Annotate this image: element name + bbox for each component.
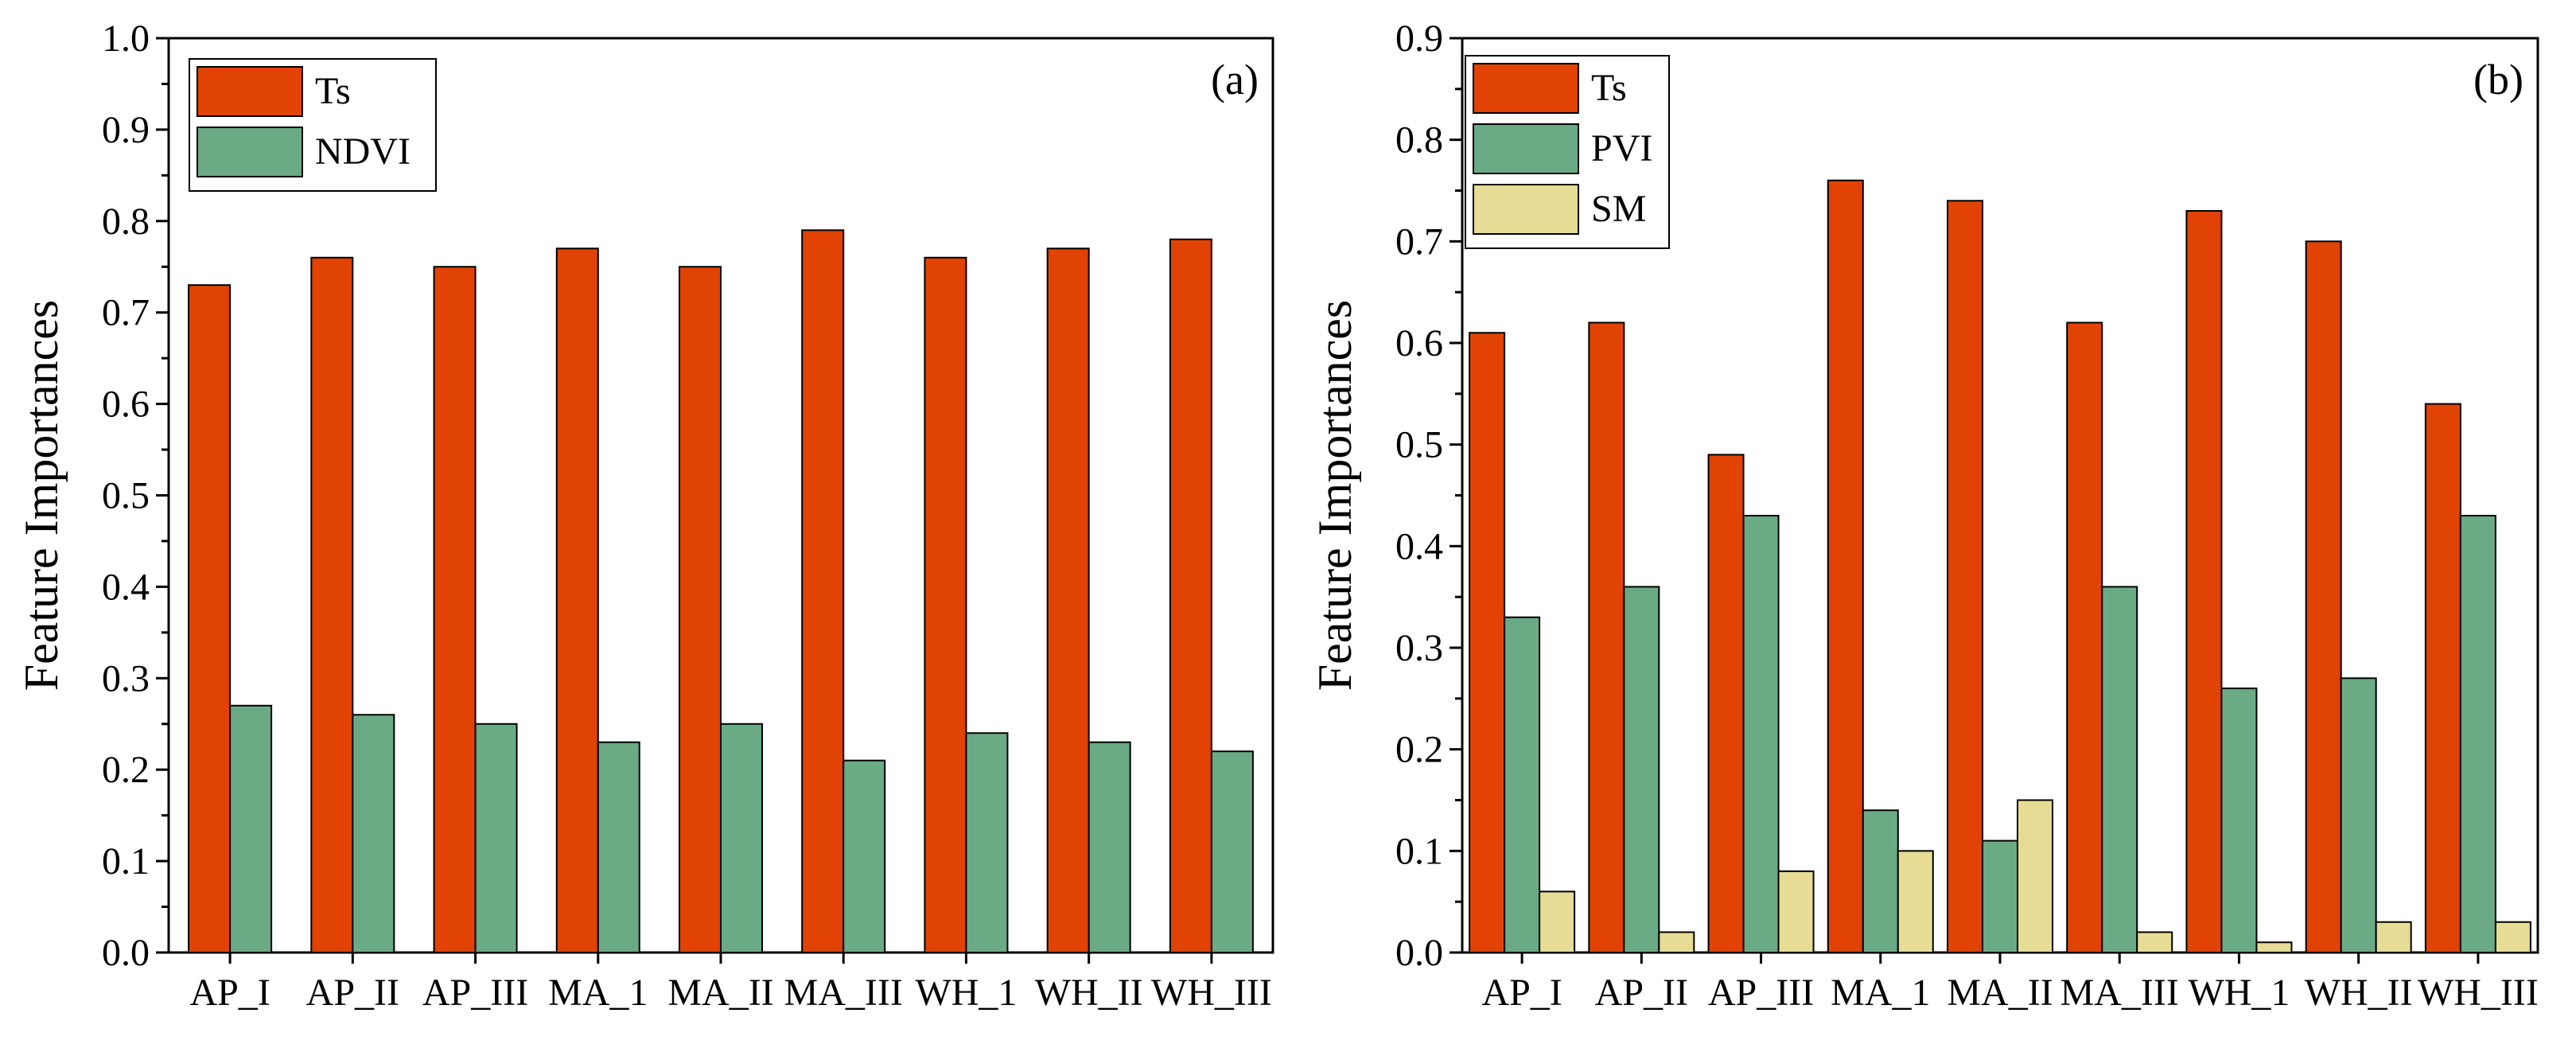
bar-pvi-ma_iii: [2101, 586, 2138, 954]
bar-ts-ma_iii: [801, 229, 845, 954]
bar-ndvi-wh_1: [965, 732, 1009, 953]
x-tick-label: AP_III: [422, 972, 528, 1014]
y-tick-label: 0.9: [102, 109, 150, 151]
legend-label-pvi: PVI: [1591, 127, 1652, 169]
y-tick-label: 0.2: [1395, 729, 1443, 771]
bar-ts-ap_i: [1469, 332, 1506, 953]
bar-ndvi-wh_iii: [1210, 750, 1254, 953]
x-tick-label: MA_II: [667, 972, 773, 1014]
bar-pvi-ap_ii: [1623, 586, 1660, 954]
x-tick-label: WH_II: [2305, 972, 2413, 1014]
bar-ts-ma_ii: [679, 266, 722, 953]
y-tick-label: 0.4: [102, 566, 150, 608]
y-tick-label: 0.8: [102, 201, 150, 243]
y-tick-label: 0.7: [1395, 220, 1443, 263]
bar-ts-ap_ii: [1588, 321, 1625, 953]
x-tick-label: MA_II: [1947, 972, 2053, 1014]
bar-ts-wh_ii: [1046, 247, 1090, 953]
bar-sm-wh_1: [2255, 941, 2293, 953]
bar-sm-ma_iii: [2136, 931, 2173, 954]
bar-sm-wh_iii: [2494, 921, 2531, 953]
bar-sm-ap_i: [1539, 890, 1576, 954]
bar-pvi-ma_ii: [1982, 840, 2018, 953]
bar-ndvi-ma_ii: [720, 723, 763, 953]
bar-ts-ap_i: [188, 284, 232, 954]
bar-ndvi-ap_i: [229, 704, 273, 954]
bar-ts-ap_ii: [310, 256, 354, 953]
legend-label-ts: Ts: [1591, 67, 1627, 109]
bar-ts-ap_iii: [1707, 454, 1745, 953]
x-tick-label: AP_I: [189, 972, 270, 1014]
bar-ndvi-ap_iii: [474, 723, 518, 953]
bar-sm-ap_iii: [1777, 870, 1815, 954]
bar-ts-ma_1: [1827, 179, 1864, 953]
bar-sm-ap_ii: [1658, 931, 1695, 954]
bar-ts-wh_iii: [2424, 403, 2461, 954]
bar-ndvi-ap_ii: [352, 714, 395, 953]
bar-ts-wh_1: [2185, 210, 2223, 953]
y-tick-label: 0.1: [1395, 830, 1443, 872]
x-tick-label: WH_III: [1151, 972, 1272, 1014]
x-tick-label: AP_I: [1481, 972, 1562, 1014]
bar-pvi-wh_ii: [2340, 677, 2377, 953]
legend-swatch-sm: [1473, 184, 1579, 235]
bar-pvi-ap_iii: [1742, 515, 1780, 953]
bar-ts-wh_ii: [2305, 240, 2342, 954]
bar-pvi-ap_i: [1504, 616, 1541, 953]
x-tick-label: MA_III: [784, 972, 903, 1014]
legend-label-ts: Ts: [315, 70, 351, 112]
panel-label: (b): [2473, 56, 2523, 103]
y-tick-label: 0.9: [1395, 18, 1443, 60]
bar-ndvi-ma_iii: [842, 759, 886, 954]
bar-ts-ap_iii: [433, 266, 477, 953]
legend-swatch-ts: [1473, 63, 1579, 114]
y-tick-label: 0.3: [102, 657, 150, 699]
y-tick-label: 0.0: [102, 932, 150, 974]
bar-sm-ma_ii: [2017, 799, 2053, 953]
x-tick-label: MA_1: [1831, 972, 1930, 1014]
y-tick-label: 1.0: [102, 18, 150, 60]
bar-ndvi-ma_1: [597, 741, 640, 953]
x-tick-label: AP_II: [306, 972, 399, 1014]
x-tick-label: MA_III: [2060, 972, 2179, 1014]
legend-swatch-ndvi: [197, 127, 303, 177]
legend-swatch-ts: [197, 66, 303, 117]
y-tick-label: 0.6: [102, 384, 150, 426]
x-tick-label: WH_II: [1035, 972, 1143, 1014]
bar-sm-ma_1: [1897, 850, 1934, 954]
x-tick-label: WH_III: [2418, 972, 2539, 1014]
legend-swatch-pvi: [1473, 123, 1579, 174]
y-tick-label: 0.5: [1395, 424, 1443, 466]
y-tick-label: 0.8: [1395, 119, 1443, 162]
x-tick-label: AP_III: [1708, 972, 1814, 1014]
bar-pvi-ma_1: [1862, 809, 1899, 953]
x-tick-label: WH_1: [2188, 972, 2290, 1014]
legend-label-sm: SM: [1591, 188, 1646, 230]
y-axis-label: Feature Importances: [1309, 300, 1361, 691]
bar-sm-wh_ii: [2375, 921, 2412, 953]
x-tick-label: AP_II: [1595, 972, 1688, 1014]
y-tick-label: 0.4: [1395, 525, 1443, 567]
x-tick-label: WH_1: [915, 972, 1017, 1014]
x-tick-label: MA_1: [548, 972, 648, 1014]
bar-ts-ma_ii: [1947, 200, 1983, 953]
y-tick-label: 0.1: [102, 840, 150, 882]
y-axis-label: Feature Importances: [15, 300, 68, 691]
y-tick-label: 0.3: [1395, 627, 1443, 669]
y-tick-label: 0.2: [102, 749, 150, 791]
bar-ts-wh_iii: [1169, 238, 1212, 953]
y-tick-label: 0.5: [102, 475, 150, 517]
y-tick-label: 0.6: [1395, 322, 1443, 364]
bar-ts-ma_iii: [2066, 321, 2103, 953]
y-tick-label: 0.0: [1395, 932, 1443, 974]
bar-pvi-wh_1: [2220, 688, 2258, 953]
bar-ndvi-wh_ii: [1088, 741, 1131, 953]
legend-label-ndvi: NDVI: [315, 131, 411, 173]
bar-ts-wh_1: [924, 256, 967, 953]
panel-label: (a): [1211, 56, 1259, 103]
bar-ts-ma_1: [555, 247, 599, 953]
y-tick-label: 0.7: [102, 292, 150, 334]
bar-pvi-wh_iii: [2459, 515, 2496, 953]
